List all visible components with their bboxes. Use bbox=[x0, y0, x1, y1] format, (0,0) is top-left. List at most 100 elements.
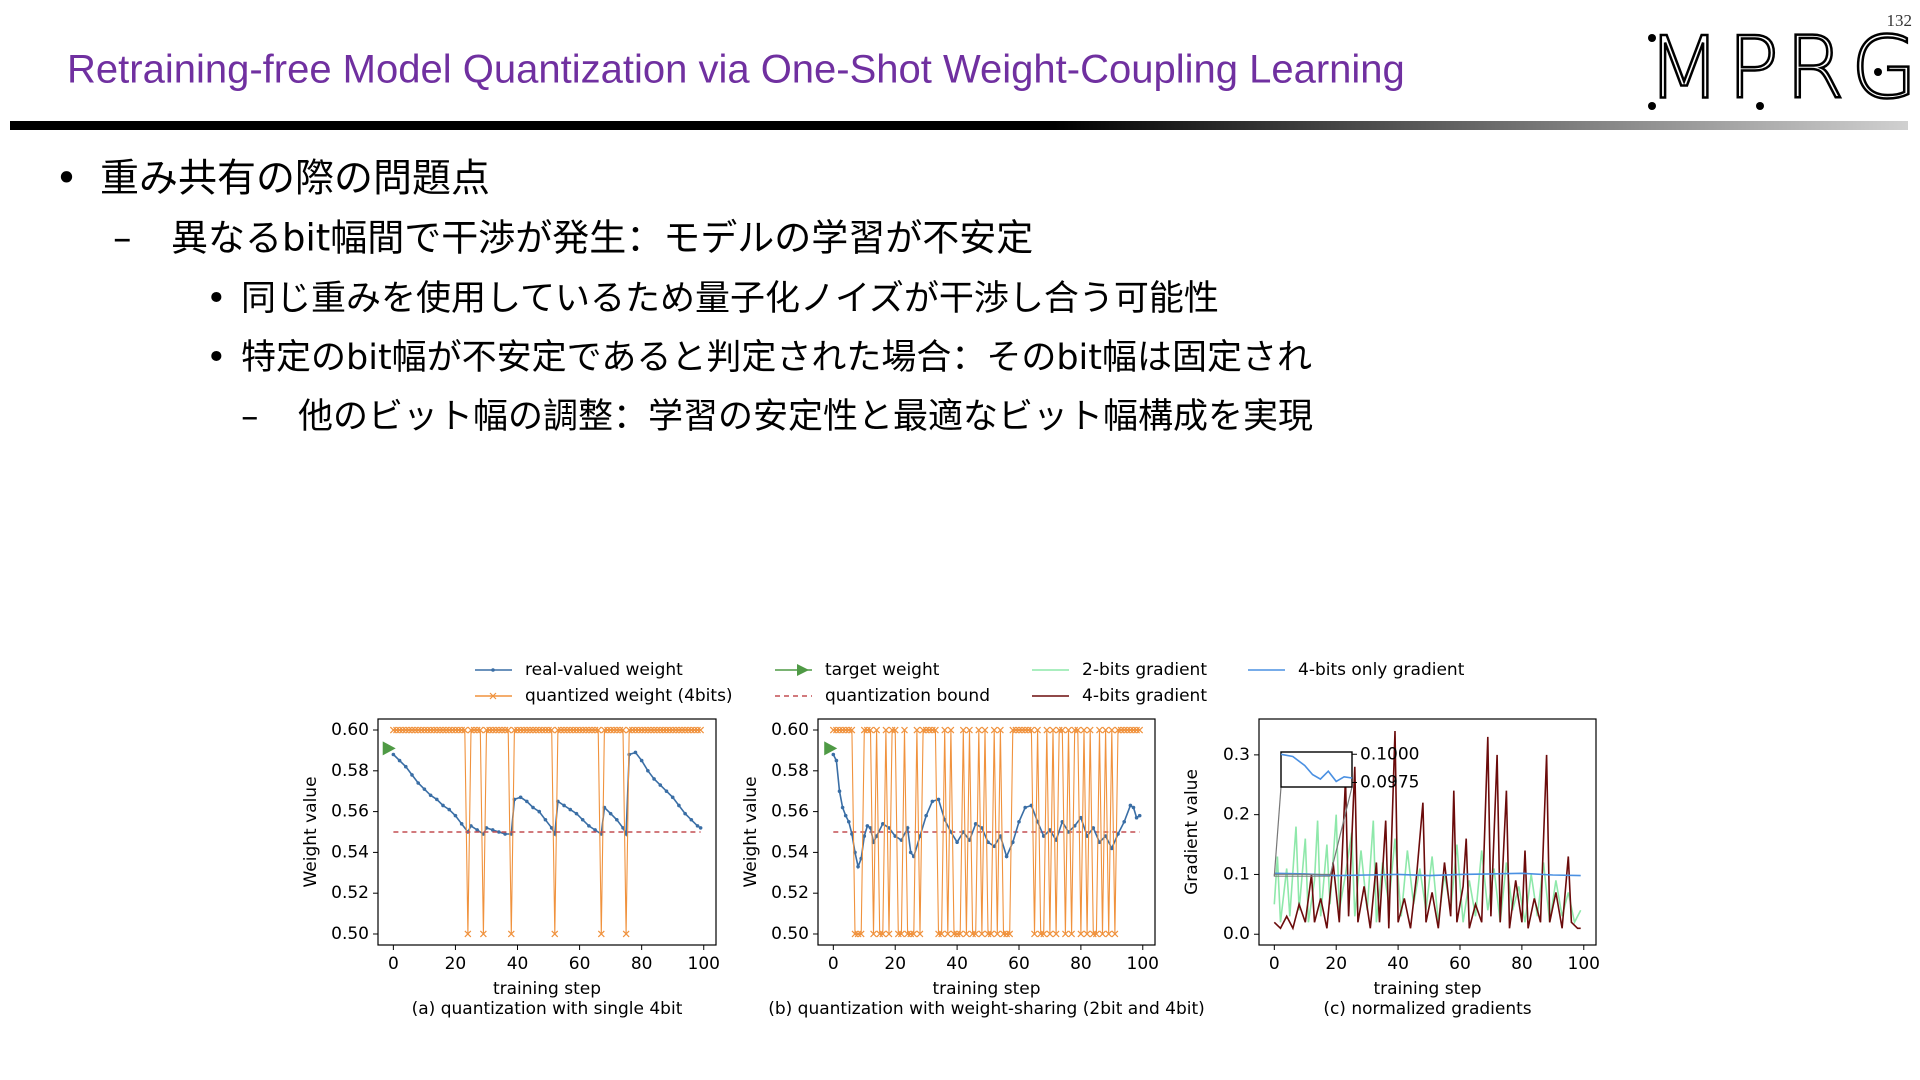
point bbox=[498, 726, 506, 734]
figure: 0.50 0.52 0.54 0.56 0.58 0.60 0 20 40 60 80 100 trai… bbox=[301, 660, 1600, 1019]
point bbox=[391, 752, 396, 757]
point bbox=[913, 726, 921, 734]
point bbox=[427, 726, 435, 734]
y-tick-label: 0.52 bbox=[331, 883, 369, 903]
point bbox=[1052, 930, 1060, 938]
y-tick-label: 0.1 bbox=[1223, 864, 1250, 884]
point bbox=[562, 803, 566, 808]
point bbox=[845, 726, 853, 734]
point bbox=[863, 726, 871, 734]
point bbox=[1080, 726, 1088, 734]
point bbox=[1043, 726, 1051, 734]
bullet-marker: • bbox=[206, 279, 227, 319]
point bbox=[537, 809, 542, 814]
point bbox=[569, 726, 577, 734]
legend-label: quantized weight (4bits) bbox=[525, 686, 733, 706]
caption: (a) quantization with single 4bit bbox=[412, 999, 683, 1019]
point bbox=[580, 817, 585, 822]
point bbox=[675, 726, 683, 734]
point bbox=[435, 797, 439, 802]
point bbox=[922, 726, 930, 734]
point bbox=[981, 726, 989, 734]
point bbox=[1136, 726, 1144, 734]
point bbox=[959, 726, 967, 734]
point bbox=[1066, 830, 1071, 834]
bullet-list: • 重み共有の際の問題点– 異なるbit幅間で干渉が発生：モデルの学習が不安定• 同じ… bbox=[55, 157, 1313, 438]
logo-dot bbox=[1756, 102, 1764, 110]
point bbox=[840, 805, 845, 810]
point bbox=[441, 803, 445, 808]
point bbox=[632, 726, 639, 734]
point bbox=[860, 726, 868, 734]
point bbox=[644, 726, 652, 734]
point bbox=[857, 930, 865, 938]
point bbox=[526, 726, 534, 734]
point bbox=[953, 930, 961, 938]
series-line bbox=[1280, 753, 1353, 783]
point bbox=[1103, 834, 1108, 838]
plot-frame bbox=[377, 718, 717, 946]
point bbox=[490, 828, 495, 832]
point bbox=[694, 726, 701, 734]
point bbox=[868, 826, 873, 830]
point bbox=[548, 726, 556, 734]
point bbox=[594, 726, 602, 734]
point bbox=[1000, 930, 1007, 938]
point bbox=[832, 726, 840, 734]
point bbox=[916, 930, 924, 938]
x-tick-label: 100 bbox=[1568, 954, 1600, 974]
point bbox=[1074, 726, 1082, 734]
point bbox=[408, 726, 416, 734]
point bbox=[399, 726, 407, 734]
point bbox=[938, 930, 946, 938]
point bbox=[1105, 930, 1113, 938]
point bbox=[647, 726, 655, 734]
point bbox=[442, 726, 450, 734]
point bbox=[881, 822, 885, 826]
point bbox=[873, 726, 881, 734]
plot-frame bbox=[817, 718, 1156, 946]
bullet-marker: • bbox=[206, 338, 227, 378]
point bbox=[1058, 726, 1066, 734]
point bbox=[961, 830, 966, 834]
y-tick-label: 0.50 bbox=[771, 924, 809, 944]
y-axis-label: Weight value bbox=[741, 776, 761, 887]
point bbox=[551, 930, 559, 938]
x-axis-label: training step bbox=[493, 979, 601, 999]
point bbox=[1102, 726, 1110, 734]
point bbox=[1037, 930, 1045, 938]
y-tick-label: 0.56 bbox=[331, 802, 369, 822]
x-tick-label: 0 bbox=[828, 954, 839, 974]
point bbox=[687, 726, 695, 734]
point bbox=[990, 726, 998, 734]
point bbox=[1021, 726, 1029, 734]
point bbox=[1130, 726, 1137, 734]
y-tick-label: 0.54 bbox=[771, 842, 809, 862]
legend: real-valued weight quantized weight (4bit… bbox=[475, 660, 1465, 706]
legend-marker bbox=[797, 664, 809, 676]
caption: (b) quantization with weight-sharing (2b… bbox=[768, 999, 1205, 1019]
point bbox=[666, 726, 674, 734]
series-line bbox=[833, 729, 1140, 935]
point bbox=[411, 726, 419, 734]
point bbox=[1006, 930, 1014, 938]
point bbox=[1083, 930, 1091, 938]
point bbox=[542, 726, 549, 734]
point bbox=[850, 832, 854, 836]
point bbox=[882, 726, 890, 734]
x-tick-label: 60 bbox=[1449, 954, 1471, 974]
point bbox=[987, 930, 995, 938]
point bbox=[514, 726, 521, 734]
point bbox=[476, 726, 484, 734]
legend-label: quantization bound bbox=[825, 686, 990, 706]
point bbox=[885, 930, 893, 938]
bullet-marker: – bbox=[113, 217, 132, 260]
legend-label: real-valued weight bbox=[525, 660, 683, 680]
x-tick-label: 0 bbox=[1269, 954, 1280, 974]
series-line bbox=[1273, 814, 1582, 925]
point bbox=[397, 758, 402, 763]
point bbox=[538, 726, 546, 734]
point bbox=[941, 726, 949, 734]
x-axis-label: training step bbox=[1373, 979, 1481, 999]
point bbox=[910, 930, 918, 938]
